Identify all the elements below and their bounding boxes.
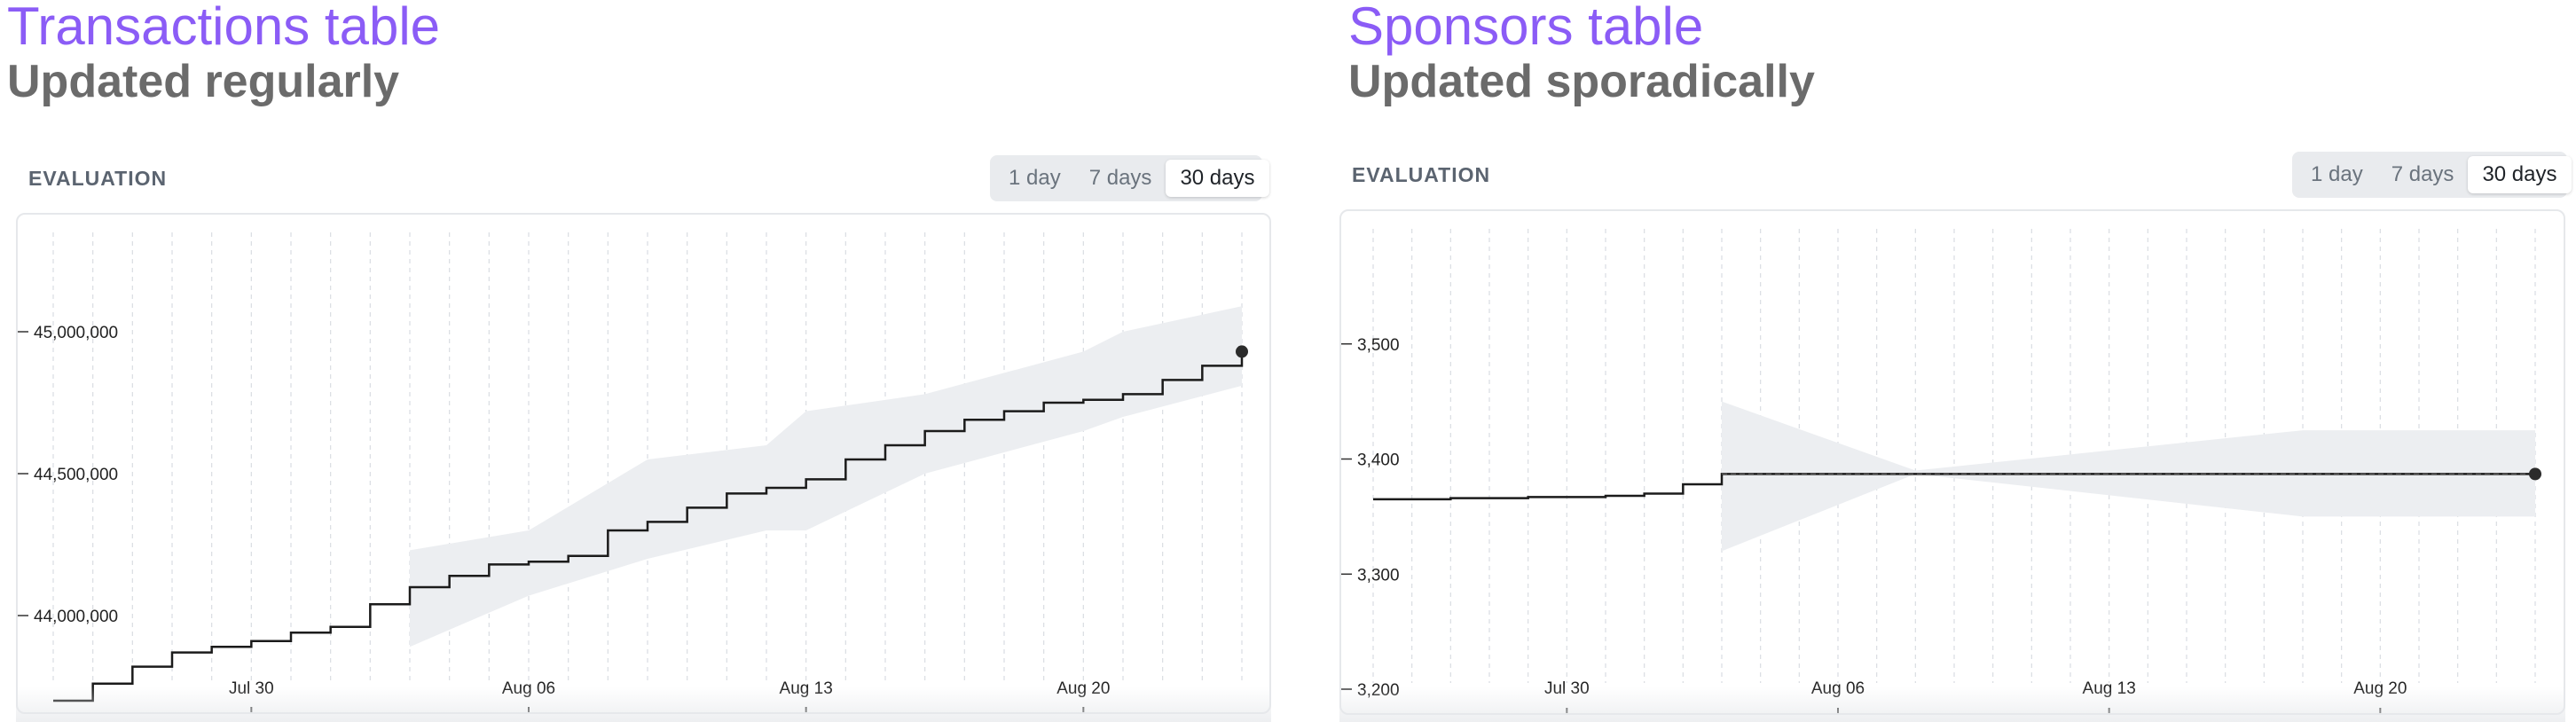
range-1-day-button[interactable]: 1 day [2311, 162, 2363, 186]
last-value-dot [2529, 467, 2541, 481]
series-line [53, 351, 1244, 702]
panel-title: Sponsors table [1348, 0, 1704, 56]
range-30-days-button[interactable]: 30 days [2468, 156, 2572, 193]
bottom-fade [16, 687, 1271, 722]
panel-subtitle: Updated sporadically [1348, 56, 1815, 107]
section-label: EVALUATION [1352, 163, 1491, 186]
prediction-band [1722, 401, 2535, 552]
panel-title: Transactions table [7, 0, 441, 56]
range-30-days-button[interactable]: 30 days [1166, 160, 1269, 197]
last-value-dot [1236, 345, 1248, 358]
prediction-band [410, 306, 1242, 647]
y-tick-label: 3,400 [1357, 451, 1400, 470]
range-selector: 1 day 7 days 30 days [990, 155, 1269, 201]
y-tick-label: 3,300 [1357, 566, 1400, 585]
panel-subtitle: Updated regularly [7, 56, 400, 107]
range-7-days-button[interactable]: 7 days [2391, 162, 2454, 186]
sponsors-panel: Sponsors table Updated sporadically EVAL… [1339, 0, 2576, 722]
y-tick-label: 44,500,000 [34, 466, 118, 484]
section-label: EVALUATION [28, 167, 168, 190]
range-1-day-button[interactable]: 1 day [1009, 166, 1061, 190]
bottom-fade [1339, 687, 2565, 722]
transactions-panel: Transactions table Updated regularly EVA… [7, 0, 1271, 722]
series-line [1373, 473, 2535, 501]
y-tick-label: 3,500 [1357, 336, 1400, 355]
y-tick-label: 44,000,000 [34, 608, 118, 626]
range-selector: 1 day 7 days 30 days [2292, 152, 2572, 198]
grid [52, 232, 1243, 683]
range-7-days-button[interactable]: 7 days [1088, 166, 1152, 190]
y-tick-label: 45,000,000 [34, 324, 118, 342]
